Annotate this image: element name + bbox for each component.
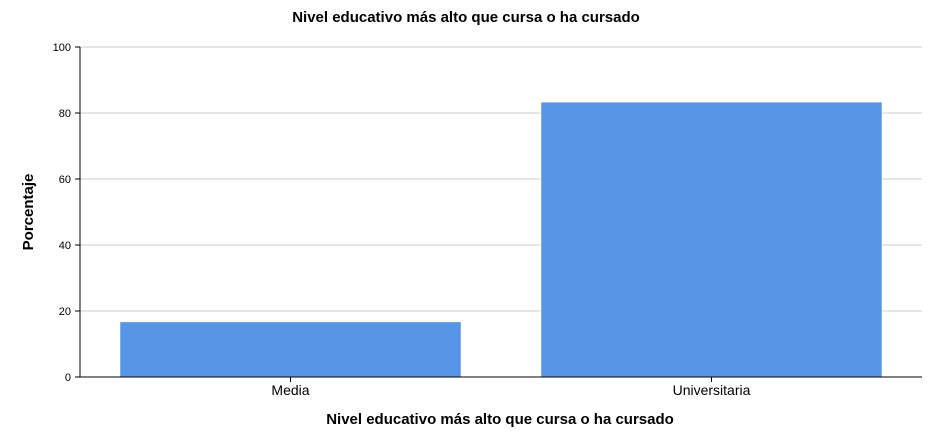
chart-title: Nivel educativo más alto que cursa o ha … [292,9,640,26]
x-tick-label-media: Media [271,382,309,398]
y-tick-label: 0 [65,372,71,384]
y-tick-label: 80 [59,108,71,120]
bar-media [119,321,462,378]
x-axis-label: Nivel educativo más alto que cursa o ha … [326,411,674,428]
y-tick-label: 20 [59,306,71,318]
bar-universitaria [540,101,883,378]
x-tick-label-universitaria: Universitaria [673,382,751,398]
y-tick-label: 100 [53,42,71,54]
y-axis-label: Porcentaje [20,174,37,251]
x-tick-labels: Media Universitaria [271,377,751,398]
y-tick-label: 60 [59,174,71,186]
bars [119,101,883,378]
y-tick-labels: 0 20 40 60 80 100 [53,42,80,384]
y-tick-label: 40 [59,240,71,252]
axes [79,47,922,378]
